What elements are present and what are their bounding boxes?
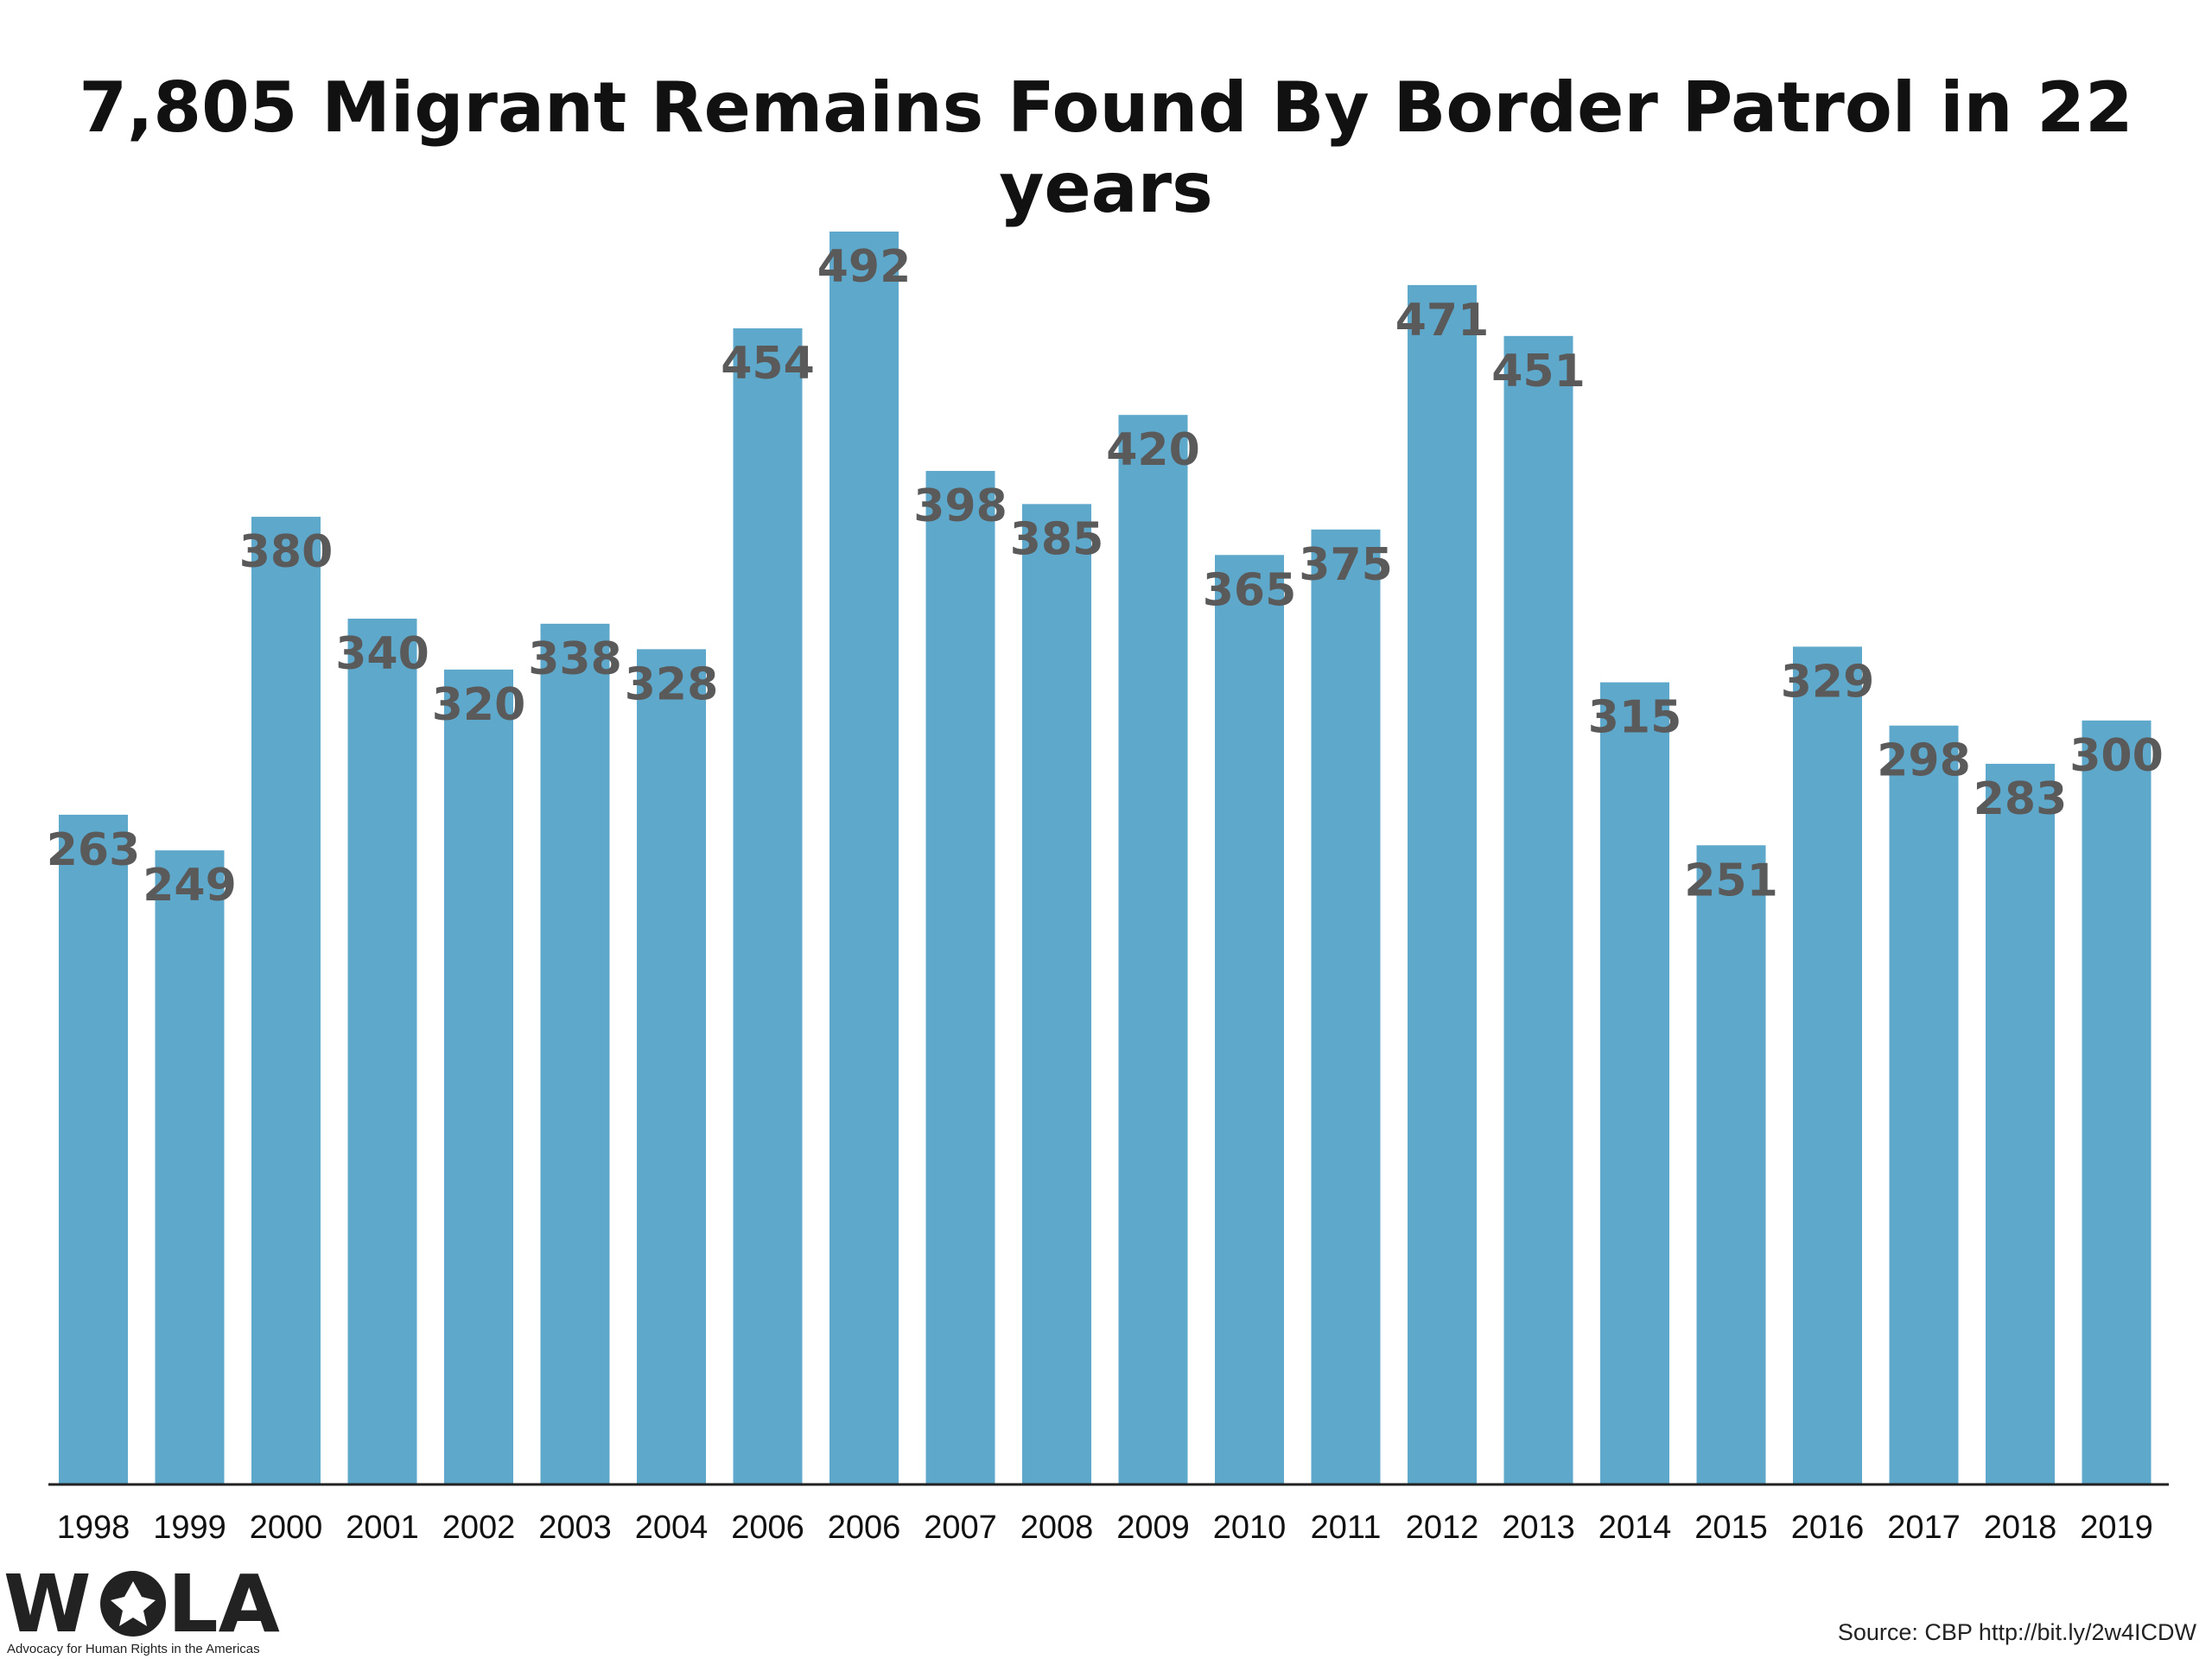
value-label: 249 bbox=[143, 860, 237, 912]
x-tick-label: 1998 bbox=[57, 1510, 130, 1546]
logo-tagline: Advocacy for Human Rights in the America… bbox=[7, 1642, 260, 1656]
x-tick-label: 2000 bbox=[250, 1510, 323, 1546]
svg-text:LA: LA bbox=[168, 1562, 280, 1649]
x-tick-label: 2015 bbox=[1694, 1510, 1768, 1546]
value-label: 328 bbox=[625, 658, 719, 710]
bars-layer bbox=[59, 232, 2152, 1485]
value-label: 420 bbox=[1106, 424, 1200, 476]
bar-2007 bbox=[925, 471, 995, 1485]
source-note: Source: CBP http://bit.ly/2w4ICDW bbox=[1837, 1619, 2196, 1645]
bar-2009 bbox=[1118, 415, 1188, 1485]
value-label: 471 bbox=[1395, 295, 1490, 346]
bar-2002 bbox=[444, 669, 513, 1484]
x-tick-label: 2014 bbox=[1599, 1510, 1672, 1546]
bar-2012 bbox=[1408, 284, 1477, 1484]
bar-2008 bbox=[1022, 504, 1091, 1485]
x-tick-label: 2006 bbox=[828, 1510, 901, 1546]
bar-2003 bbox=[540, 623, 610, 1484]
x-tick-labels-layer: 1998 1999 2000 2001 2002 2003 2004 2006 2006 2007… bbox=[57, 1510, 2153, 1546]
value-label: 338 bbox=[528, 633, 622, 685]
bar-2015 bbox=[1696, 845, 1766, 1484]
x-tick-label: 2008 bbox=[1020, 1510, 1094, 1546]
value-label: 329 bbox=[1781, 656, 1875, 708]
value-label: 315 bbox=[1588, 692, 1682, 744]
bar-2011 bbox=[1311, 529, 1381, 1484]
chart-title: 7,805 Migrant Remains Found By Border Pa… bbox=[79, 67, 2133, 228]
bar-2001 bbox=[347, 618, 417, 1484]
x-tick-label: 1999 bbox=[153, 1510, 226, 1546]
x-tick-label: 2004 bbox=[635, 1510, 709, 1546]
x-tick-label: 2003 bbox=[538, 1510, 612, 1546]
bar-2000 bbox=[251, 517, 321, 1484]
x-tick-label: 2011 bbox=[1311, 1510, 1382, 1546]
value-label: 340 bbox=[335, 628, 429, 680]
value-label: 283 bbox=[1974, 773, 2068, 825]
value-label: 385 bbox=[1010, 513, 1104, 565]
x-tick-label: 2001 bbox=[346, 1510, 419, 1546]
bar-1998 bbox=[59, 814, 128, 1484]
bar-2006 bbox=[830, 232, 899, 1484]
value-label: 251 bbox=[1684, 855, 1778, 906]
value-label: 451 bbox=[1491, 346, 1586, 397]
x-tick-label: 2002 bbox=[442, 1510, 516, 1546]
value-label: 375 bbox=[1299, 539, 1393, 591]
svg-text:W: W bbox=[3, 1562, 91, 1649]
wola-logo: W LA Advocacy for Human Rights in the Am… bbox=[3, 1558, 280, 1659]
bar-2004 bbox=[637, 649, 706, 1484]
bar-2006 bbox=[733, 327, 803, 1484]
wola-logo-mark: W LA bbox=[3, 1558, 280, 1650]
bar-2017 bbox=[1889, 725, 1959, 1484]
value-label: 263 bbox=[47, 824, 141, 876]
x-tick-label: 2016 bbox=[1791, 1510, 1865, 1546]
bar-2013 bbox=[1503, 335, 1573, 1484]
x-tick-label: 2012 bbox=[1406, 1510, 1479, 1546]
x-tick-label: 2017 bbox=[1887, 1510, 1961, 1546]
value-label: 380 bbox=[239, 526, 334, 578]
bar-2018 bbox=[1986, 763, 2055, 1484]
value-label: 365 bbox=[1203, 564, 1297, 616]
bar-2010 bbox=[1215, 555, 1284, 1485]
value-label: 298 bbox=[1877, 735, 1971, 787]
value-label: 492 bbox=[817, 241, 912, 293]
bar-2019 bbox=[2082, 720, 2152, 1484]
value-label: 300 bbox=[2069, 730, 2164, 782]
bar-2016 bbox=[1793, 646, 1862, 1484]
value-label: 454 bbox=[721, 338, 815, 390]
bar-1999 bbox=[155, 850, 225, 1484]
x-tick-label: 2009 bbox=[1116, 1510, 1190, 1546]
value-label: 398 bbox=[913, 480, 1007, 532]
x-tick-label: 2007 bbox=[924, 1510, 997, 1546]
x-tick-label: 2006 bbox=[731, 1510, 804, 1546]
x-tick-label: 2018 bbox=[1984, 1510, 2057, 1546]
x-tick-label: 2013 bbox=[1502, 1510, 1575, 1546]
x-tick-label: 2010 bbox=[1213, 1510, 1287, 1546]
x-tick-label: 2019 bbox=[2080, 1510, 2153, 1546]
bar-2014 bbox=[1600, 682, 1669, 1484]
value-label: 320 bbox=[432, 679, 526, 731]
